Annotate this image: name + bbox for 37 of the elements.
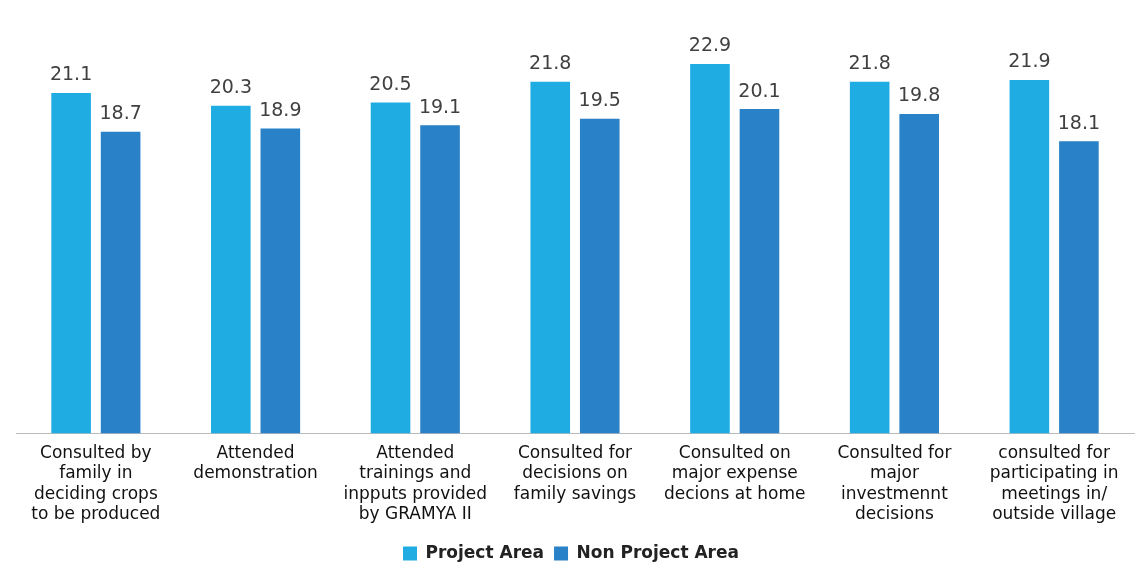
bar — [899, 113, 939, 434]
data-label: 20.3 — [209, 75, 252, 98]
bar — [100, 131, 141, 434]
bar — [579, 118, 620, 434]
data-label: 21.8 — [529, 51, 572, 74]
x-tick-label: Consulted on major expense decions at home — [664, 442, 806, 503]
bar — [530, 81, 571, 434]
data-label: 19.1 — [418, 94, 462, 117]
bar — [51, 92, 91, 434]
bar — [1059, 141, 1099, 434]
data-label: 21.9 — [1008, 49, 1051, 72]
legend-label: Non Project Area — [576, 541, 740, 562]
data-label: 20.1 — [738, 78, 781, 101]
data-label: 19.8 — [898, 83, 941, 106]
bar — [420, 125, 460, 434]
bar — [739, 109, 780, 434]
x-tick-label: Consulted by family in deciding crops to be produced — [31, 442, 161, 524]
data-label: 21.8 — [848, 51, 891, 74]
data-label: 18.7 — [99, 101, 142, 124]
x-tick-label: Consulted for decisions on family savings — [513, 442, 637, 503]
legend-label: Project Area — [425, 541, 545, 562]
x-tick-label: Consulted for major investmennt decisions — [837, 442, 952, 524]
bar — [690, 63, 730, 434]
data-label: 19.5 — [578, 88, 621, 111]
bar — [1009, 80, 1050, 434]
data-label: 18.9 — [259, 97, 302, 120]
bar — [849, 81, 890, 434]
x-tick-label: Attended demonstration — [193, 442, 318, 483]
x-tick-label: consulted for participating in meetings in/ outside village — [989, 442, 1119, 524]
data-label: 22.9 — [688, 33, 732, 56]
data-label: 18.1 — [1057, 110, 1101, 133]
bar — [260, 128, 301, 434]
bar — [370, 102, 411, 434]
data-label: 21.1 — [49, 62, 93, 85]
x-tick-label: Attended trainings and inpputs provided by GRAMYA II — [343, 442, 487, 524]
bar — [211, 105, 251, 434]
data-label: 20.5 — [369, 72, 412, 95]
